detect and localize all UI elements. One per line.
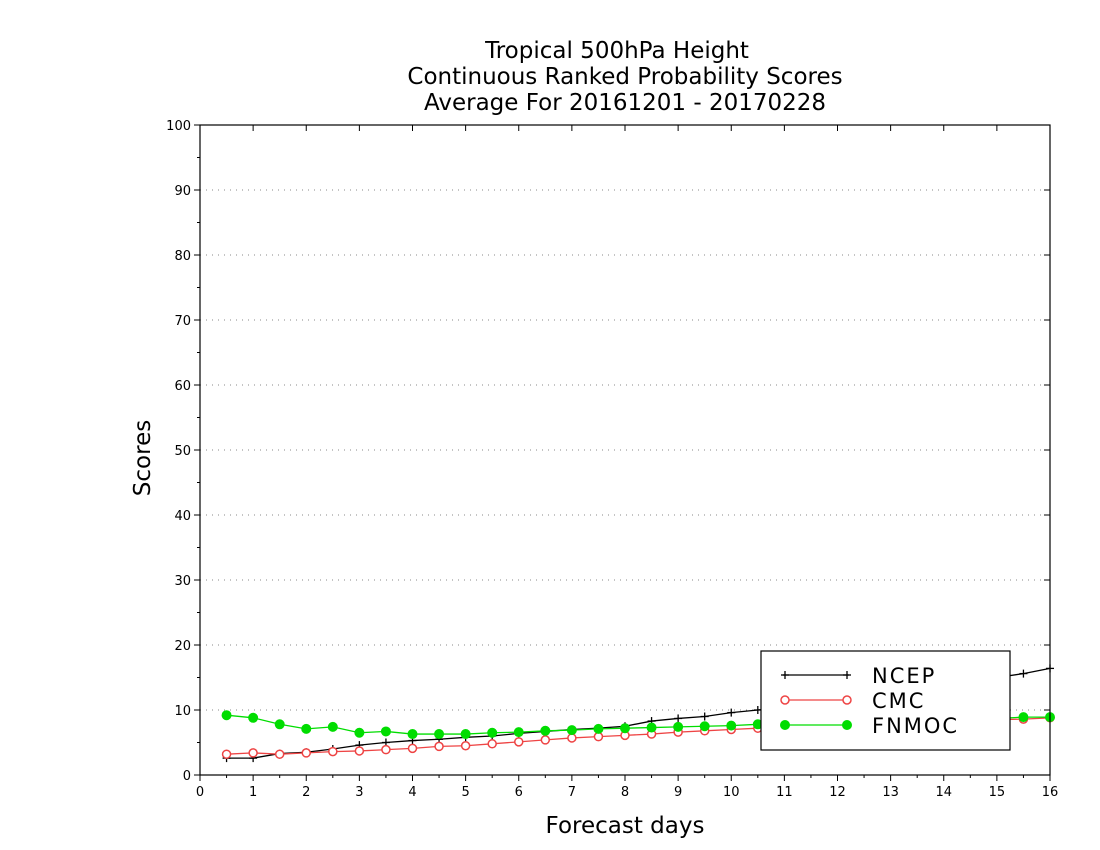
x-tick-label: 8	[621, 785, 629, 800]
data-point-cmc	[381, 744, 391, 755]
x-tick-label: 5	[461, 785, 469, 800]
data-point-ncep	[1019, 669, 1028, 678]
data-point-fnmoc	[1018, 712, 1029, 723]
data-point-fnmoc	[646, 722, 657, 733]
data-point-fnmoc	[540, 725, 551, 736]
data-point-fnmoc	[274, 719, 285, 730]
data-point-fnmoc	[301, 723, 312, 734]
y-tick-label: 100	[166, 119, 191, 134]
data-point-fnmoc	[407, 729, 418, 740]
x-axis-ticks: 0 1 2 3 4 5 6 7 8 9 10 11 12 13 14 15 16	[196, 125, 1058, 800]
data-point-cmc	[354, 746, 365, 756]
y-axis-label: Scores	[130, 420, 156, 496]
y-axis-ticks: 0 10 20 30 40 50 60 70 80 90 100	[166, 119, 1050, 784]
chart-title-line-1: Tropical 500hPa Height	[484, 38, 749, 64]
x-tick-label: 6	[515, 785, 523, 800]
data-point-cmc	[248, 748, 258, 758]
data-point-fnmoc	[620, 723, 630, 734]
legend-marker-cmc	[780, 695, 790, 705]
x-tick-label: 11	[776, 785, 793, 800]
data-point-fnmoc	[354, 727, 365, 738]
data-point-fnmoc	[513, 727, 524, 738]
legend-label-ncep: NCEP	[872, 664, 936, 688]
legend-marker-fnmoc	[842, 720, 852, 730]
data-point-cmc	[328, 746, 338, 757]
legend-marker-ncep	[843, 671, 851, 679]
data-point-ncep	[727, 708, 736, 717]
gridlines	[200, 189, 1050, 711]
data-point-cmc	[434, 741, 444, 752]
y-tick-label: 10	[174, 704, 191, 719]
x-tick-label: 10	[723, 785, 740, 800]
legend-entry-cmc: CMC	[780, 689, 925, 713]
x-tick-label: 15	[989, 785, 1006, 800]
data-point-fnmoc	[487, 727, 498, 738]
y-tick-label: 80	[174, 249, 191, 264]
y-tick-label: 50	[174, 444, 191, 459]
y-tick-label: 90	[174, 184, 191, 199]
data-point-fnmoc	[221, 710, 232, 721]
x-tick-label: 7	[568, 785, 576, 800]
data-point-fnmoc	[566, 725, 577, 736]
x-tick-label: 9	[674, 785, 682, 800]
data-point-cmc	[540, 735, 551, 745]
data-point-cmc	[593, 731, 604, 742]
x-tick-label: 0	[196, 785, 204, 800]
data-point-ncep	[700, 712, 709, 721]
x-tick-label: 13	[882, 785, 899, 800]
data-point-fnmoc	[327, 721, 338, 732]
y-tick-label: 40	[174, 509, 191, 524]
data-point-fnmoc	[380, 726, 391, 737]
data-point-cmc	[221, 749, 232, 759]
data-point-fnmoc	[434, 729, 445, 740]
data-point-ncep	[674, 714, 683, 723]
x-axis-label: Forecast days	[546, 813, 705, 839]
x-tick-label: 12	[829, 785, 846, 800]
x-tick-label: 14	[935, 785, 952, 800]
legend-label-fnmoc: FNMOC	[872, 714, 959, 738]
legend-marker-fnmoc	[780, 720, 790, 730]
x-tick-label: 1	[249, 785, 257, 800]
chart-title: Tropical 500hPa Height Continuous Ranked…	[407, 38, 842, 116]
y-tick-label: 30	[174, 574, 191, 589]
data-point-cmc	[487, 739, 497, 749]
data-point-cmc	[460, 741, 471, 751]
data-point-fnmoc	[699, 721, 710, 732]
data-point-cmc	[407, 743, 418, 754]
data-point-fnmoc	[593, 723, 604, 734]
data-point-fnmoc	[726, 720, 737, 731]
y-tick-label: 60	[174, 379, 191, 394]
data-point-cmc	[514, 737, 524, 747]
y-tick-label: 70	[174, 314, 191, 329]
data-point-cmc	[301, 748, 311, 758]
legend-entry-ncep: NCEP	[781, 664, 936, 688]
chart-title-line-2: Continuous Ranked Probability Scores	[407, 64, 842, 90]
y-tick-label: 20	[174, 639, 191, 654]
x-tick-label: 4	[408, 785, 416, 800]
data-point-cmc	[274, 749, 285, 759]
legend-entry-fnmoc: FNMOC	[780, 714, 959, 738]
y-tick-label: 0	[183, 769, 191, 784]
data-point-fnmoc	[673, 721, 684, 732]
x-tick-label: 2	[302, 785, 310, 800]
x-tick-label: 16	[1042, 785, 1059, 800]
legend-label-cmc: CMC	[872, 689, 925, 713]
chart-title-line-3: Average For 20161201 - 20170228	[424, 90, 826, 116]
data-point-fnmoc	[460, 729, 471, 740]
legend-marker-cmc	[842, 695, 852, 705]
data-point-fnmoc	[248, 712, 259, 723]
legend-marker-ncep	[781, 671, 789, 679]
x-tick-label: 3	[355, 785, 363, 800]
